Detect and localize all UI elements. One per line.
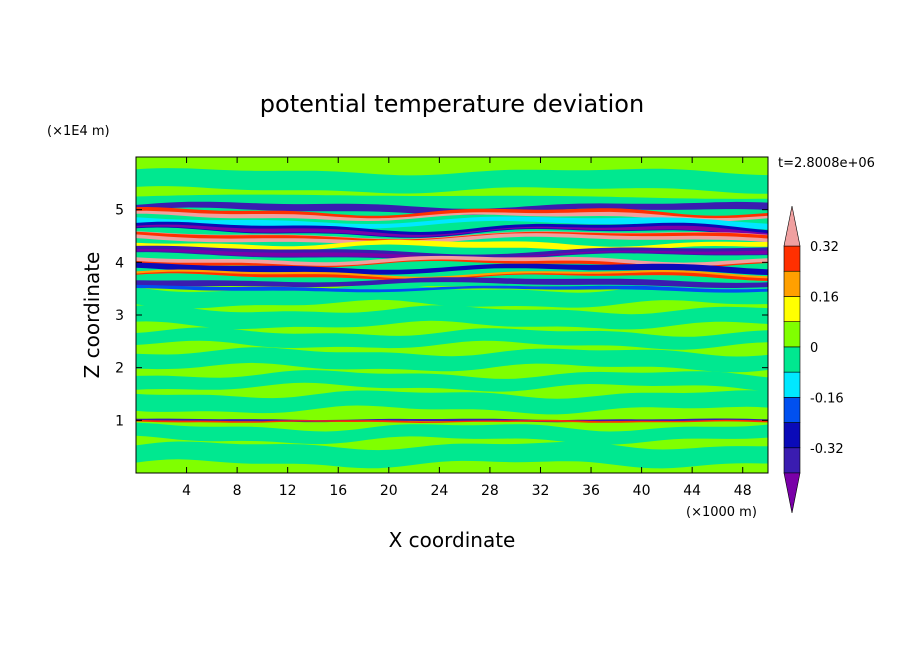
field-band <box>136 224 768 238</box>
x-tick-label: 8 <box>233 483 242 499</box>
colorbar-tick-label: -0.32 <box>810 442 844 457</box>
colorbar-bin <box>783 321 801 348</box>
field-streak <box>136 284 768 309</box>
field-streak <box>136 305 768 330</box>
x-tick-label: 16 <box>329 483 347 499</box>
field-band <box>136 284 768 293</box>
x-tick-label: 12 <box>279 483 297 499</box>
field-streak <box>136 441 768 469</box>
field-band <box>136 419 768 423</box>
field-band <box>136 207 768 222</box>
field-streak <box>136 327 768 350</box>
x-tick-label: 48 <box>734 483 752 499</box>
y-tick-label: 2 <box>115 361 124 377</box>
x-tick-label: 44 <box>683 483 701 499</box>
time-label: t=2.8008e+06 <box>778 156 875 171</box>
colorbar-bin <box>783 296 801 322</box>
colorbar-extend-max <box>783 205 801 247</box>
field-streak <box>136 168 768 194</box>
y-axis-ticks: 1 2 3 4 5 <box>115 203 768 429</box>
colorbar: 0.32 0.16 0 -0.16 -0.32 <box>783 205 844 514</box>
chart-title: potential temperature deviation <box>260 90 644 118</box>
x-tick-label: 36 <box>582 483 600 499</box>
field-band <box>136 255 768 268</box>
field-band <box>136 277 768 288</box>
field-band <box>136 210 768 222</box>
field-band <box>136 245 768 261</box>
colorbar-bin <box>783 447 801 474</box>
field-band <box>136 269 768 281</box>
x-tick-label: 40 <box>633 483 651 499</box>
field-band <box>136 248 768 260</box>
colorbar-tick-label: -0.16 <box>810 391 844 406</box>
colorbar-bin <box>783 397 801 423</box>
colorbar-tick-label: 0 <box>810 341 818 356</box>
x-axis-label: X coordinate <box>389 528 516 552</box>
x-tick-label: 4 <box>182 483 191 499</box>
field-band <box>136 231 768 241</box>
colorbar-bin <box>783 346 801 373</box>
field-streak <box>136 347 768 373</box>
x-tick-label: 28 <box>481 483 499 499</box>
y-tick-label: 5 <box>115 203 124 219</box>
field-band <box>136 262 768 275</box>
y-tick-label: 3 <box>115 308 124 324</box>
colorbar-tick-label: 0.16 <box>810 290 839 305</box>
field-layer <box>136 157 768 473</box>
field-band <box>136 271 768 281</box>
x-tick-label: 24 <box>430 483 448 499</box>
x-tick-label: 32 <box>532 483 550 499</box>
field-band <box>136 201 768 215</box>
colorbar-bin <box>783 371 801 398</box>
y-tick-label: 4 <box>115 255 124 271</box>
colorbar-bin <box>783 245 801 272</box>
colorbar-extend-min <box>783 472 801 514</box>
x-unit-label: (×1000 m) <box>686 505 757 520</box>
colorbar-bin <box>783 422 801 449</box>
field-streak <box>136 390 768 415</box>
field-band <box>136 221 768 238</box>
field-streak <box>136 422 768 445</box>
field-streak <box>136 370 768 392</box>
y-axis-label: Z coordinate <box>80 252 104 379</box>
colorbar-bin <box>783 270 801 297</box>
y-unit-label: (×1E4 m) <box>47 124 110 139</box>
x-tick-label: 20 <box>380 483 398 499</box>
colorbar-tick-label: 0.32 <box>810 240 839 255</box>
y-tick-label: 1 <box>115 413 124 429</box>
x-axis-ticks: 4 8 12 16 20 24 28 32 36 40 44 48 <box>182 157 752 499</box>
